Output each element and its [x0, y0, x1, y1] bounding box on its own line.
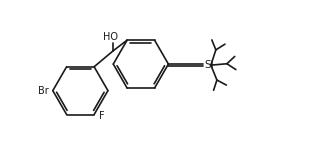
Text: Si: Si: [204, 60, 214, 70]
Text: HO: HO: [103, 32, 118, 42]
Text: Br: Br: [38, 86, 49, 96]
Text: F: F: [99, 111, 104, 121]
